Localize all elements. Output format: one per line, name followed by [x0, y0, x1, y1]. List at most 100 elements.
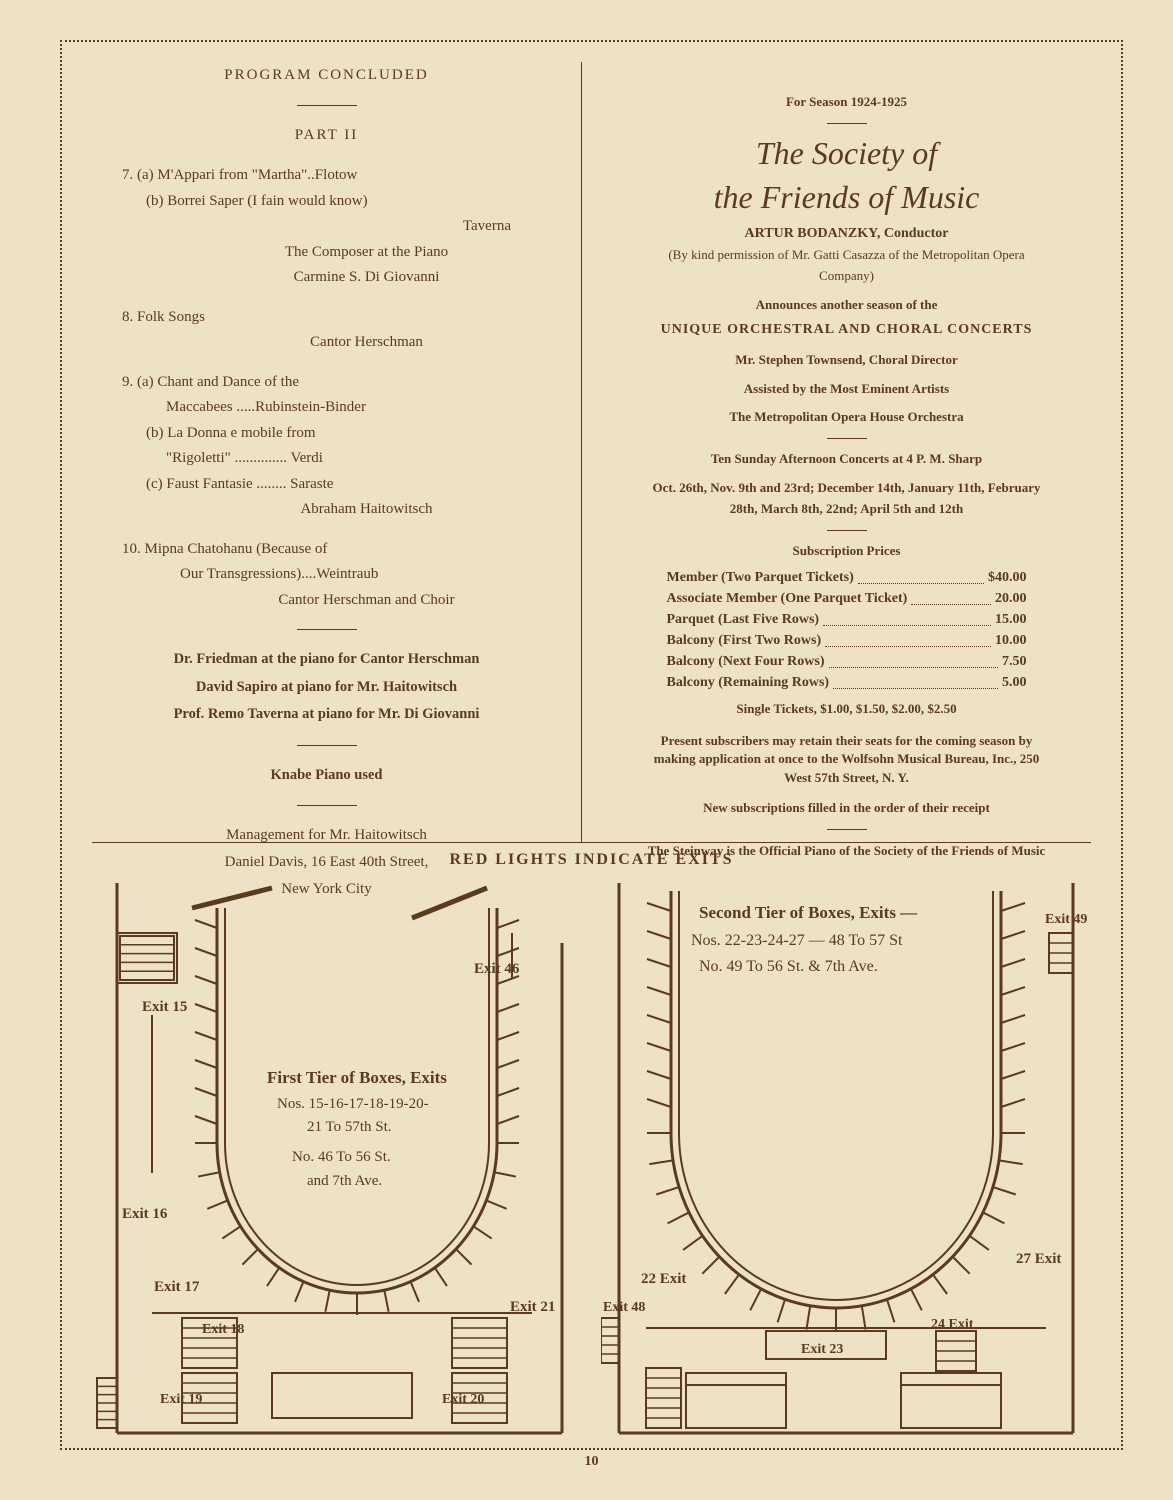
subscribers-note: Present subscribers may retain their sea…	[642, 732, 1051, 787]
svg-text:27 Exit: 27 Exit	[1016, 1251, 1061, 1267]
price-value: 20.00	[995, 588, 1027, 609]
society-column: For Season 1924-1925 The Society of the …	[582, 62, 1091, 842]
item-line: (b) Borrei Saper (I fain would know)	[122, 189, 551, 215]
item-performer: Cantor Herschman and Choir	[182, 588, 551, 614]
item-line: Maccabees .....Rubinstein-Binder	[122, 395, 551, 421]
svg-text:Nos. 15-16-17-18-19-20-: Nos. 15-16-17-18-19-20-	[277, 1096, 429, 1112]
credit-line: Dr. Friedman at the piano for Cantor Her…	[102, 646, 551, 674]
price-value: 7.50	[1002, 651, 1027, 672]
price-value: 15.00	[995, 609, 1027, 630]
price-label: Balcony (First Two Rows)	[667, 630, 822, 651]
item-line: 10. Mipna Chatohanu (Because of	[122, 537, 551, 563]
program-item-9: 9. (a) Chant and Dance of the Maccabees …	[122, 370, 551, 523]
item-performer: Carmine S. Di Giovanni	[182, 265, 551, 291]
page-number: 10	[585, 1454, 599, 1470]
svg-text:No. 46 To 56 St.: No. 46 To 56 St.	[292, 1149, 391, 1165]
item-performer: Cantor Herschman	[182, 330, 551, 356]
price-row: Balcony (First Two Rows) 10.00	[667, 630, 1027, 651]
assisted-line: Assisted by the Most Eminent Artists	[622, 379, 1071, 400]
rule	[827, 123, 867, 124]
second-tier-diagram: Exit 49 Second Tier of Boxes, Exits — Nos.…	[601, 873, 1091, 1443]
price-row: Member (Two Parquet Tickets) $40.00	[667, 567, 1027, 588]
price-table: Member (Two Parquet Tickets)$40.00Associ…	[667, 567, 1027, 693]
price-row: Parquet (Last Five Rows) 15.00	[667, 609, 1027, 630]
svg-text:Exit 16: Exit 16	[122, 1206, 168, 1222]
management-line: Management for Mr. Haitowitsch	[102, 822, 551, 849]
price-label: Associate Member (One Parquet Ticket)	[667, 588, 908, 609]
svg-text:22 Exit: 22 Exit	[641, 1271, 686, 1287]
svg-text:Exit 23: Exit 23	[801, 1342, 843, 1357]
program-item-8: 8. Folk Songs Cantor Herschman	[122, 305, 551, 356]
program-item-10: 10. Mipna Chatohanu (Because of Our Tran…	[122, 537, 551, 614]
item-line: (b) La Donna e mobile from	[122, 421, 551, 447]
svg-text:Exit 48: Exit 48	[603, 1300, 645, 1315]
item-note: The Composer at the Piano	[182, 240, 551, 266]
credit-line: David Sapiro at piano for Mr. Haitowitsc…	[102, 674, 551, 702]
society-title-1: The Society of	[622, 134, 1071, 172]
svg-text:Exit 17: Exit 17	[154, 1279, 200, 1295]
program-part: PART II	[102, 122, 551, 149]
choral-director: Mr. Stephen Townsend, Choral Director	[622, 350, 1071, 371]
price-row: Balcony (Next Four Rows) 7.50	[667, 651, 1027, 672]
diagram-section: Exit 15 First Tier of Boxes, Exits Nos. 15…	[92, 873, 1091, 1443]
price-label: Member (Two Parquet Tickets)	[667, 567, 854, 588]
first-tier-diagram: Exit 15 First Tier of Boxes, Exits Nos. 15…	[92, 873, 582, 1443]
price-value: 10.00	[995, 630, 1027, 651]
rule	[297, 105, 357, 106]
svg-text:Exit 19: Exit 19	[160, 1392, 202, 1407]
unique-line: UNIQUE ORCHESTRAL AND CHORAL CONCERTS	[652, 319, 1041, 341]
svg-text:No. 49 To 56 St. & 7th Ave.: No. 49 To 56 St. & 7th Ave.	[699, 958, 878, 975]
rule	[827, 530, 867, 531]
rule	[297, 745, 357, 746]
price-row: Associate Member (One Parquet Ticket) 20.…	[667, 588, 1027, 609]
season-line: For Season 1924-1925	[622, 92, 1071, 113]
item-line: 7. (a) M'Appari from "Martha"..Flotow	[122, 163, 551, 189]
svg-text:21 To 57th St.: 21 To 57th St.	[307, 1119, 392, 1135]
society-title-2: the Friends of Music	[622, 178, 1071, 216]
conductor-line: ARTUR BODANZKY, Conductor	[622, 223, 1071, 245]
item-line: "Rigoletti" .............. Verdi	[122, 446, 551, 472]
orchestra-line: The Metropolitan Opera House Orchestra	[622, 407, 1071, 428]
price-row: Balcony (Remaining Rows) 5.00	[667, 672, 1027, 693]
svg-text:Second Tier of Boxes, Exits —: Second Tier of Boxes, Exits —	[699, 903, 918, 922]
price-label: Parquet (Last Five Rows)	[667, 609, 820, 630]
svg-text:First Tier of Boxes, Exits: First Tier of Boxes, Exits	[267, 1068, 447, 1087]
svg-text:Exit 49: Exit 49	[1045, 912, 1087, 927]
page: PROGRAM CONCLUDED PART II 7. (a) M'Appar…	[0, 0, 1173, 1500]
prices-heading: Subscription Prices	[622, 541, 1071, 562]
piano-note: Knabe Piano used	[102, 762, 551, 790]
svg-text:and 7th Ave.: and 7th Ave.	[307, 1173, 382, 1189]
rule	[297, 805, 357, 806]
svg-text:Nos. 22-23-24-27 — 48 To 57 St: Nos. 22-23-24-27 — 48 To 57 St	[691, 932, 903, 949]
price-label: Balcony (Remaining Rows)	[667, 672, 830, 693]
item-line: (c) Faust Fantasie ........ Saraste	[122, 472, 551, 498]
price-label: Balcony (Next Four Rows)	[667, 651, 825, 672]
program-concluded: PROGRAM CONCLUDED	[102, 62, 551, 89]
item-line: 9. (a) Chant and Dance of the	[122, 370, 551, 396]
svg-text:Exit 15: Exit 15	[142, 999, 187, 1015]
item-line: Our Transgressions)....Weintraub	[122, 562, 551, 588]
svg-text:Exit 20: Exit 20	[442, 1392, 484, 1407]
price-value: 5.00	[1002, 672, 1027, 693]
top-section: PROGRAM CONCLUDED PART II 7. (a) M'Appar…	[92, 62, 1091, 843]
single-tickets: Single Tickets, $1.00, $1.50, $2.00, $2.…	[622, 699, 1071, 720]
rule	[297, 629, 357, 630]
program-column: PROGRAM CONCLUDED PART II 7. (a) M'Appar…	[92, 62, 582, 842]
svg-text:Exit 18: Exit 18	[202, 1322, 244, 1337]
credit-line: Prof. Remo Taverna at piano for Mr. Di G…	[102, 701, 551, 729]
announce-line: Announces another season of the	[622, 295, 1071, 316]
svg-text:24 Exit: 24 Exit	[931, 1317, 974, 1332]
dates-line: Oct. 26th, Nov. 9th and 23rd; December 1…	[652, 478, 1041, 520]
concerts-line: Ten Sunday Afternoon Concerts at 4 P. M.…	[662, 449, 1031, 470]
svg-text:Exit 46: Exit 46	[474, 961, 520, 977]
rule	[827, 438, 867, 439]
program-item-7: 7. (a) M'Appari from "Martha"..Flotow (b…	[122, 163, 551, 291]
content-frame: PROGRAM CONCLUDED PART II 7. (a) M'Appar…	[60, 40, 1123, 1450]
item-line: 8. Folk Songs	[122, 305, 551, 331]
rule	[827, 829, 867, 830]
newsubs-note: New subscriptions filled in the order of…	[642, 799, 1051, 817]
permission-line: (By kind permission of Mr. Gatti Casazza…	[652, 245, 1041, 287]
item-composer: Taverna	[122, 214, 551, 240]
price-value: $40.00	[988, 567, 1027, 588]
item-performer: Abraham Haitowitsch	[182, 497, 551, 523]
